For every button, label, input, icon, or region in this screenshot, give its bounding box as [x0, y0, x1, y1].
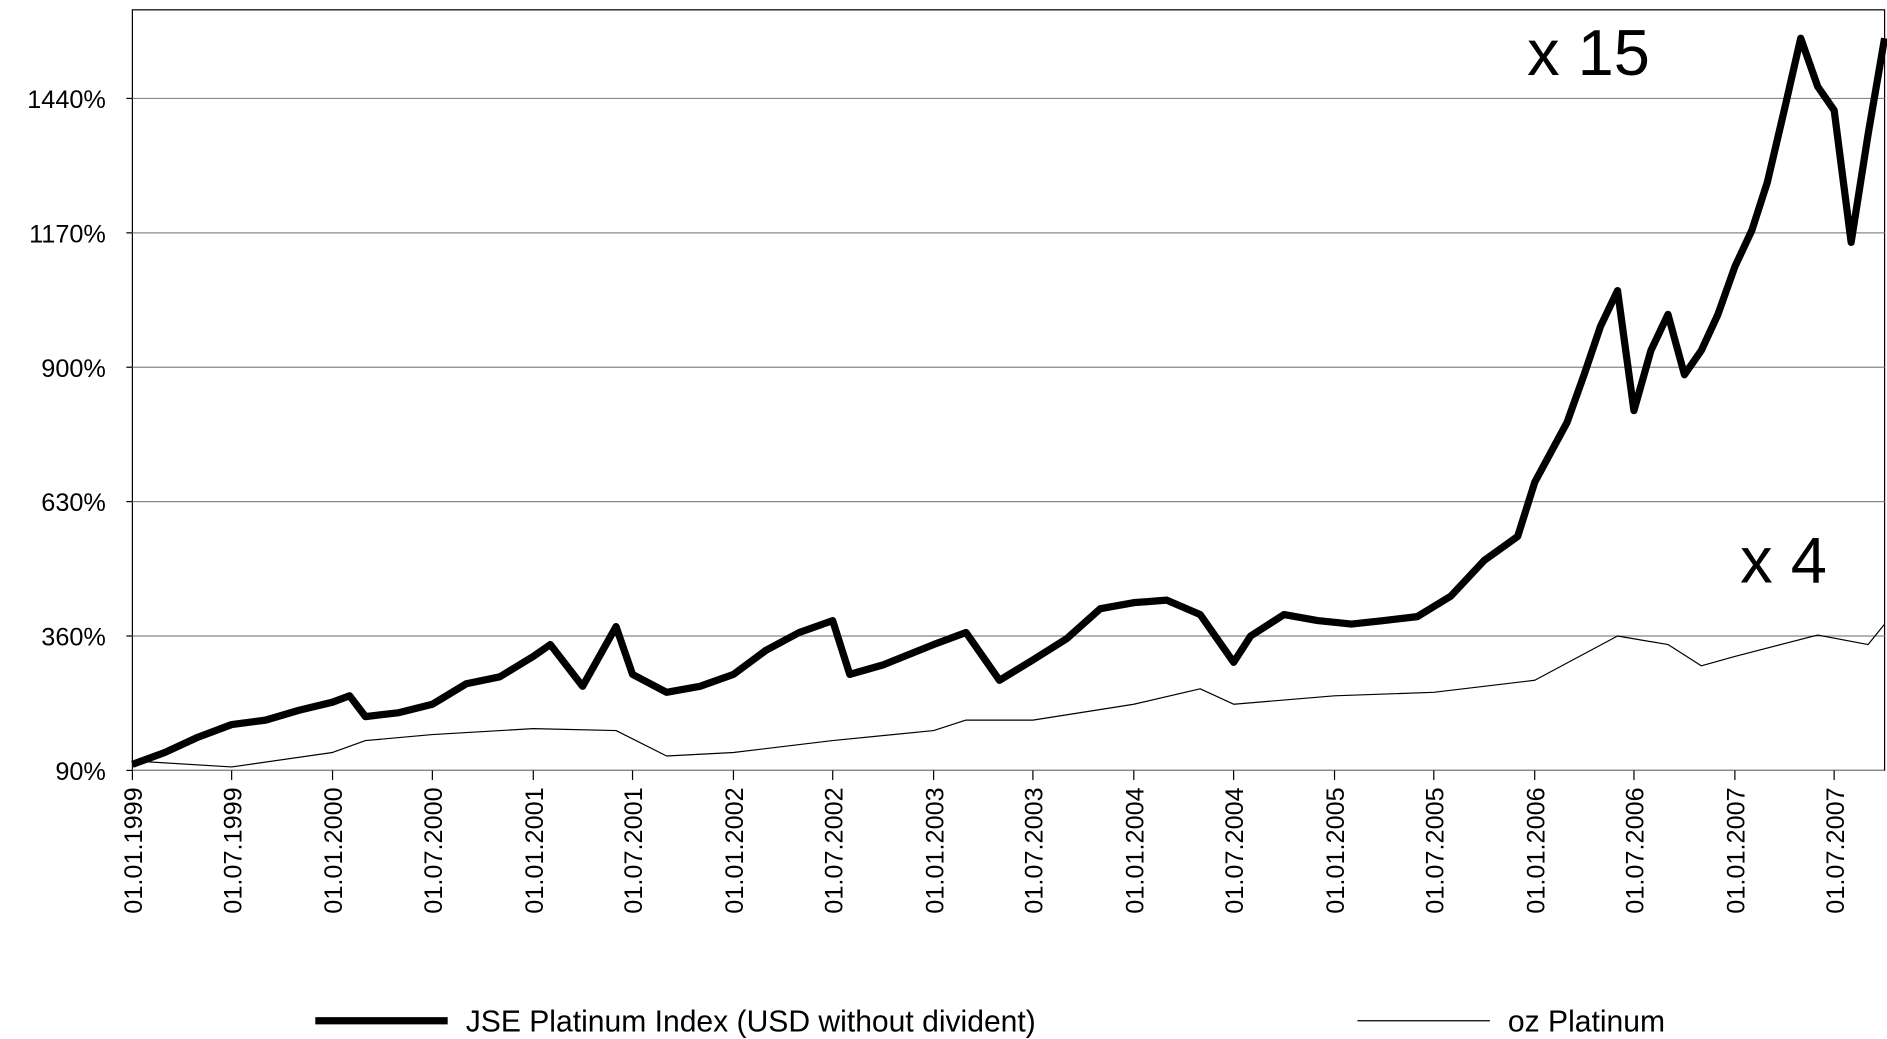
- x-tick-label: 01.07.2001: [620, 787, 648, 913]
- series-line: [131, 34, 1887, 768]
- y-tick-label: 1440%: [27, 86, 106, 114]
- annotation: x 15: [1527, 16, 1650, 89]
- x-tick-label: 01.01.2004: [1121, 787, 1149, 913]
- x-tick-label: 01.07.1999: [219, 787, 247, 913]
- x-tick-label: 01.01.2002: [721, 787, 749, 913]
- x-tick-label: 01.07.2004: [1221, 787, 1249, 913]
- x-tick-label: 01.01.2000: [320, 787, 348, 913]
- x-tick-label: 01.01.2003: [921, 787, 949, 913]
- x-tick-label: 01.07.2005: [1421, 787, 1449, 913]
- x-tick-label: 01.01.2001: [521, 787, 549, 913]
- x-tick-label: 01.07.2006: [1622, 787, 1650, 913]
- x-tick-label: 01.07.2002: [820, 787, 848, 913]
- y-tick-label: 900%: [41, 355, 106, 383]
- x-tick-label: 01.07.2000: [420, 787, 448, 913]
- series-line: [132, 623, 1886, 768]
- legend-label: oz Platinum: [1508, 1006, 1665, 1039]
- x-tick-label: 01.01.2006: [1522, 787, 1550, 913]
- x-tick-label: 01.07.2003: [1021, 787, 1049, 913]
- x-tick-label: 01.01.1999: [120, 787, 148, 913]
- x-tick-label: 01.01.2007: [1723, 787, 1751, 913]
- legend-label: JSE Platinum Index (USD without divident…: [466, 1006, 1036, 1039]
- y-tick-label: 90%: [55, 758, 106, 786]
- y-tick-label: 360%: [41, 624, 106, 652]
- x-tick-label: 01.01.2005: [1322, 787, 1350, 913]
- y-tick-label: 630%: [41, 489, 106, 517]
- plot-area: [131, 9, 1886, 772]
- x-tick-label: 01.07.2007: [1822, 787, 1850, 913]
- annotation: x 4: [1740, 524, 1827, 597]
- y-tick-label: 1170%: [29, 220, 106, 248]
